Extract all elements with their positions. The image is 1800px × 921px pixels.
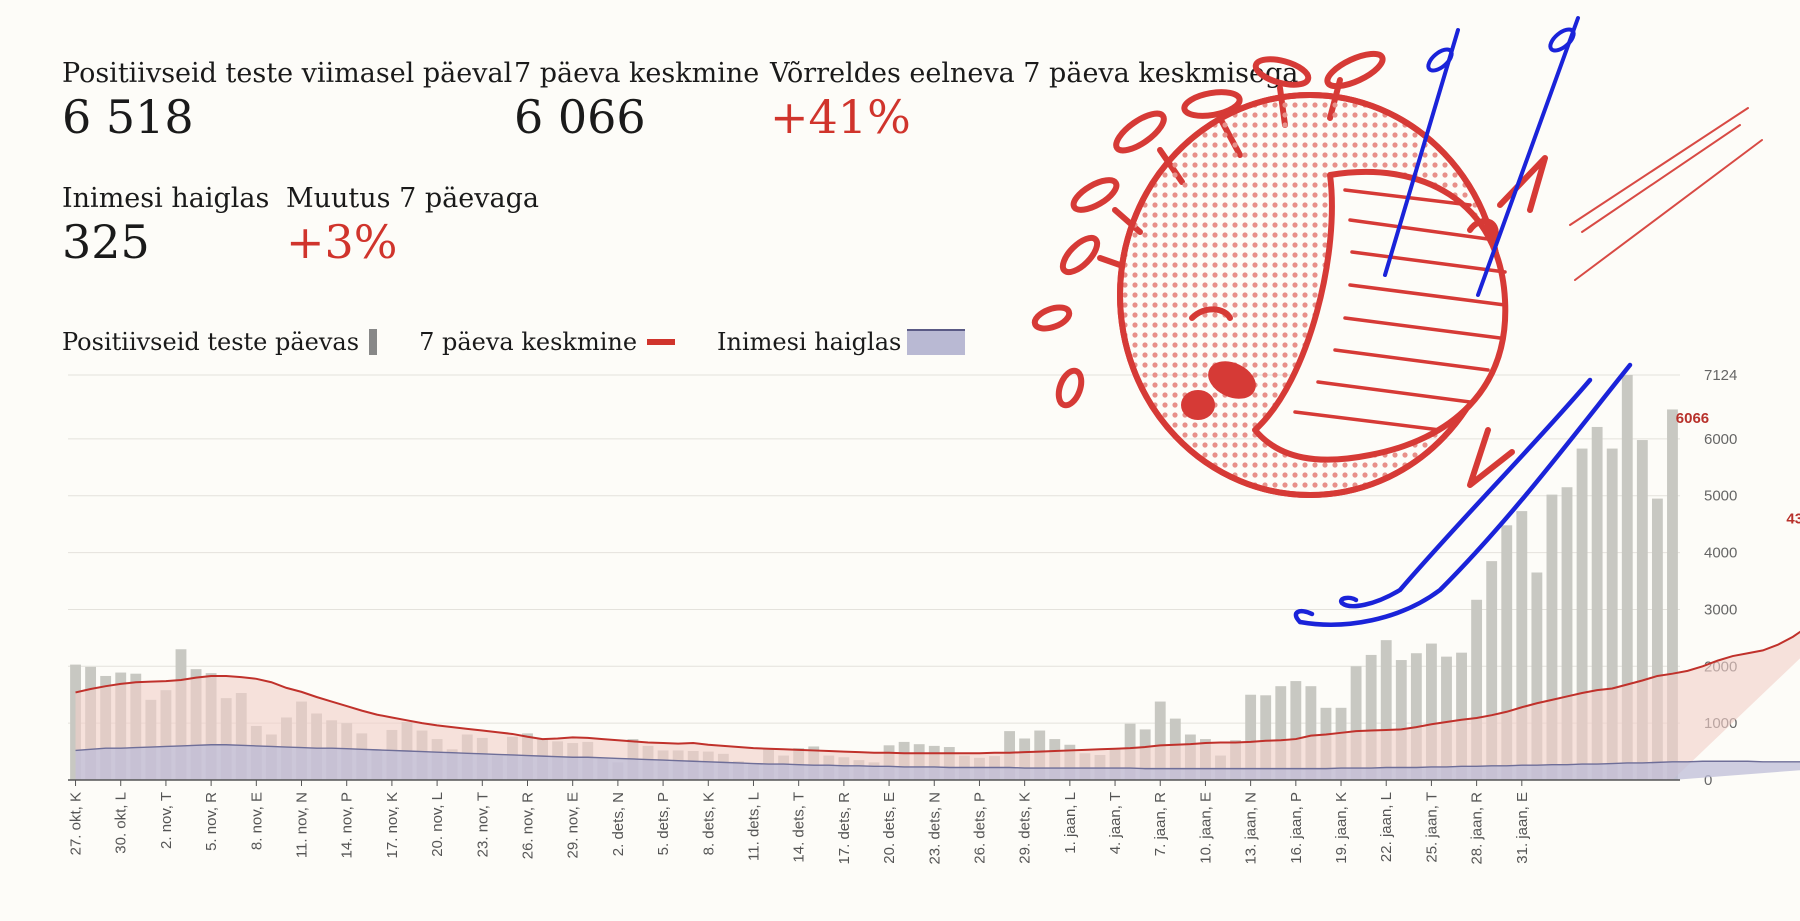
x-tick-label: 2. nov, T [158, 792, 175, 849]
legend-label: Inimesi haiglas [717, 328, 902, 356]
stat-7day-average: 7 päeva keskmine 6 066 [514, 58, 759, 142]
stat-label: Inimesi haiglas [62, 183, 270, 214]
x-tick-label: 25. jaan, T [1423, 792, 1440, 863]
y-tick-label: 5000 [1704, 488, 1737, 505]
bar [1380, 640, 1392, 780]
x-tick-label: 14. dets, T [791, 792, 808, 863]
hospital-line [75, 744, 1800, 770]
bar [1651, 498, 1663, 780]
stat-value: 6 518 [62, 90, 194, 144]
x-tick-label: 19. jaan, K [1333, 792, 1350, 864]
hospital-area [75, 744, 1800, 780]
x-tick-label: 23. nov, T [474, 792, 491, 857]
x-tick-label: 5. nov, R [203, 792, 220, 851]
avg-line [75, 630, 1800, 755]
bar [1486, 561, 1498, 780]
bar [1350, 666, 1362, 780]
x-tick-label: 16. jaan, P [1288, 792, 1305, 864]
x-tick-label: 27. okt, K [68, 792, 85, 855]
x-tick-label: 5. dets, P [655, 792, 672, 855]
stat-value: +3% [286, 215, 398, 269]
x-tick-label: 20. nov, L [429, 792, 446, 857]
x-tick-label: 8. nov, E [248, 792, 265, 850]
speed-lines-icon [1569, 107, 1763, 281]
line-swatch-icon [647, 339, 676, 345]
bar [1305, 686, 1317, 780]
x-tick-label: 2. dets, N [610, 792, 627, 856]
stat-value: 6 066 [514, 90, 646, 144]
y-tick-label: 6000 [1704, 431, 1737, 448]
avg-area [75, 631, 1800, 780]
y-tick-label: 7124 [1704, 367, 1737, 384]
stat-hospital-change: Muutus 7 päevaga +3% [286, 183, 539, 267]
bar-swatch-icon [369, 329, 378, 355]
x-tick-label: 11. dets, L [745, 792, 762, 861]
x-tick-label: 26. nov, R [519, 792, 536, 859]
bar [1260, 695, 1272, 780]
x-tick-label: 31. jaan, E [1514, 792, 1531, 864]
y-tick-label: 0 [1704, 772, 1712, 789]
legend-item-bars: Positiivseid teste päevas [62, 328, 378, 356]
bar [1395, 660, 1407, 780]
data-label: 6066 [1676, 410, 1709, 427]
y-tick-label: 4000 [1704, 545, 1737, 562]
stat-change-vs-previous: Võrreldes eelneva 7 päeva keskmisega +41… [770, 58, 1298, 142]
bar [1290, 681, 1302, 780]
x-tick-label: 20. dets, E [881, 792, 898, 864]
x-tick-label: 14. nov, P [339, 792, 356, 858]
x-tick-label: 13. jaan, N [1243, 792, 1260, 865]
x-tick-label: 11. nov, N [294, 792, 311, 858]
bar [1425, 643, 1437, 780]
x-tick-label: 17. nov, K [384, 792, 401, 858]
stat-label: Võrreldes eelneva 7 päeva keskmisega [770, 58, 1299, 89]
chart-legend: Positiivseid teste päevas 7 päeva keskmi… [62, 328, 1007, 356]
bar [1275, 686, 1287, 780]
x-tick-label: 29. dets, K [1017, 792, 1034, 864]
cases-chart: 0100020003000400050006000712427. okt, K3… [68, 367, 1800, 865]
stat-positive-last-day: Positiivseid teste viimasel päeval 6 518 [62, 58, 512, 142]
stat-hospitalised: Inimesi haiglas 325 [62, 183, 269, 267]
bar [1410, 653, 1422, 780]
x-tick-label: 23. dets, N [926, 792, 943, 865]
bar [1501, 525, 1513, 780]
x-tick-label: 30. okt, L [113, 792, 130, 854]
x-tick-label: 28. jaan, R [1469, 792, 1486, 865]
x-tick-label: 22. jaan, L [1378, 792, 1395, 862]
bar [1531, 572, 1543, 780]
legend-label: 7 päeva keskmine [419, 328, 638, 356]
x-tick-label: 10. jaan, E [1197, 792, 1214, 864]
x-tick-label: 8. dets, K [700, 792, 717, 855]
x-tick-label: 7. jaan, R [1152, 792, 1169, 856]
ski-pole-icon [1383, 16, 1580, 297]
x-tick-label: 4. jaan, T [1107, 792, 1124, 854]
x-tick-label: 26. dets, P [971, 792, 988, 864]
bar [1245, 694, 1257, 780]
x-tick-label: 29. nov, E [565, 792, 582, 858]
bar [1456, 652, 1467, 780]
bar [1471, 599, 1483, 780]
stat-label: 7 päeva keskmine [514, 58, 760, 89]
y-tick-label: 3000 [1704, 601, 1737, 618]
bar [1667, 409, 1678, 780]
data-label: 4302 [1786, 510, 1800, 527]
stat-label: Muutus 7 päevaga [286, 183, 539, 214]
stat-value: +41% [770, 90, 911, 144]
legend-label: Positiivseid teste päevas [62, 328, 360, 356]
x-tick-label: 1. jaan, L [1062, 792, 1079, 854]
stat-value: 325 [62, 215, 150, 269]
bar [1561, 487, 1573, 780]
legend-item-area: Inimesi haiglas [717, 328, 966, 356]
bar [1365, 654, 1377, 780]
bar [1636, 440, 1648, 780]
legend-item-line: 7 päeva keskmine [419, 328, 676, 356]
bar [1516, 511, 1528, 780]
area-swatch-icon [907, 329, 966, 355]
bar [1441, 656, 1452, 780]
stat-label: Positiivseid teste viimasel päeval [62, 58, 513, 89]
bar [1546, 494, 1558, 780]
x-tick-label: 17. dets, R [836, 792, 853, 865]
bar [1154, 701, 1166, 780]
